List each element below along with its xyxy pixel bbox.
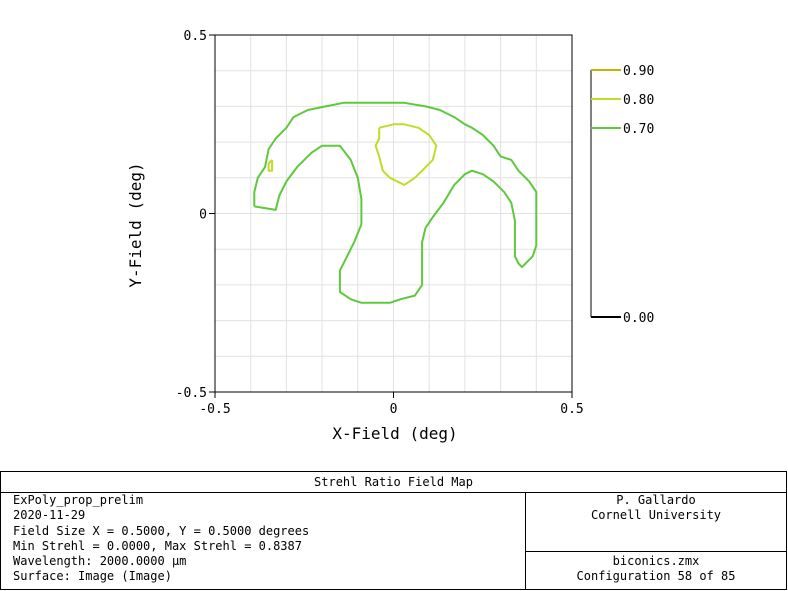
y-tick-label: 0: [199, 208, 207, 223]
field-size-line: Field Size X = 0.5000, Y = 0.5000 degree…: [13, 523, 310, 538]
author-affiliation: Cornell University: [590, 508, 722, 523]
legend-label: 0.70: [623, 122, 654, 137]
y-tick-label: -0.5: [176, 386, 207, 401]
contour-0-7: [253, 101, 538, 304]
y-axis-title: Y-Field (deg): [125, 162, 145, 288]
panel-title: Strehl Ratio Field Map: [1, 472, 786, 493]
legend-label: 0.90: [623, 64, 654, 79]
contour-0-8: [374, 123, 438, 186]
date-line: 2020-11-29: [13, 508, 86, 523]
panel-config: biconics.zmx Configuration 58 of 85: [526, 554, 786, 585]
x-tick-label: 0: [390, 402, 398, 417]
author-name: P. Gallardo: [616, 493, 696, 507]
y-tick-label: 0.5: [184, 29, 207, 44]
x-tick-label: -0.5: [199, 402, 230, 417]
configuration-label: Configuration 58 of 85: [576, 569, 736, 584]
legend-label: 0.80: [623, 93, 654, 108]
wavelength-line: Wavelength: 2000.0000 µm: [13, 554, 187, 569]
x-axis-title: X-Field (deg): [332, 424, 458, 443]
panel-divider-horizontal: [525, 551, 786, 552]
panel-left-info: ExPoly_prop_prelim 2020-11-29 Field Size…: [13, 493, 309, 585]
lens-file: biconics.zmx: [612, 554, 700, 568]
strehl-range-line: Min Strehl = 0.0000, Max Strehl = 0.8387: [13, 538, 302, 553]
surface-line: Surface: Image (Image): [13, 569, 172, 584]
x-tick-label: 0.5: [560, 402, 583, 417]
file-name-line: ExPoly_prop_prelim: [13, 493, 144, 507]
panel-divider-vertical: [525, 492, 526, 589]
info-panel: Strehl Ratio Field Map ExPoly_prop_preli…: [0, 471, 787, 590]
strehl-plot: -0.5 0 0.5 0.5 0 -0.5 0.90 0.80 0.70 0.00: [176, 29, 655, 417]
contour-0-8: [267, 159, 274, 172]
legend-label: 0.00: [623, 311, 654, 326]
panel-author: P. Gallardo Cornell University: [526, 493, 786, 524]
